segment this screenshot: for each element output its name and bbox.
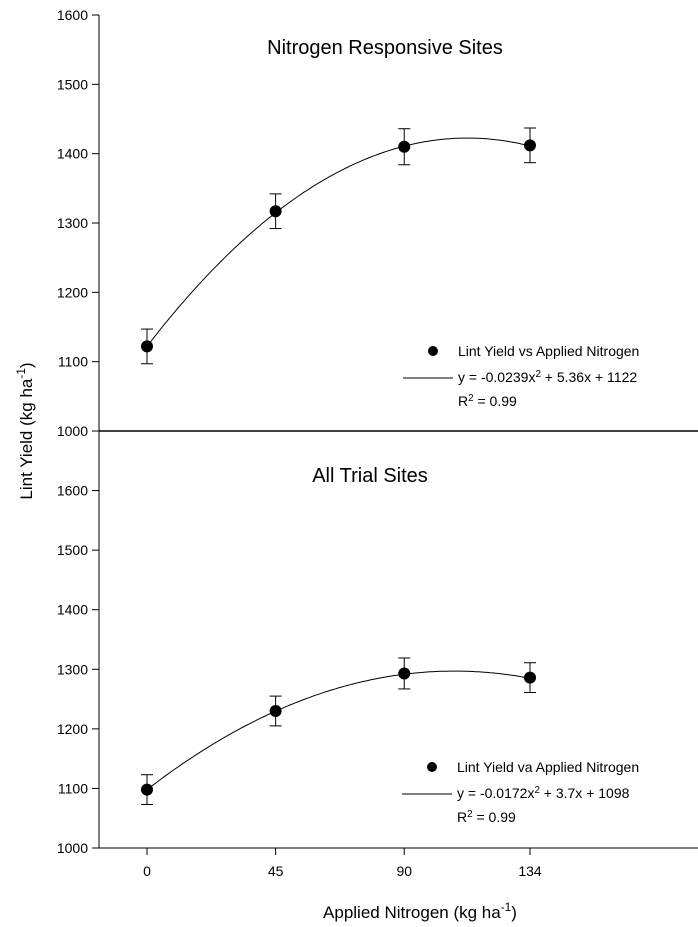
y-tick-label: 1000 — [57, 840, 88, 856]
data-point — [398, 140, 411, 153]
panel-2: 1000 1100 1200 1300 1400 1500 1600 All Trial Si… — [57, 465, 639, 856]
x-tick-label: 90 — [396, 863, 412, 879]
y-tick-label: 1300 — [57, 661, 88, 677]
legend-equation: y = -0.0239x2 + 5.36x + 1122 — [458, 369, 637, 386]
y-tick-label: 1600 — [57, 7, 88, 23]
y-tick-label: 1100 — [58, 780, 88, 796]
legend-marker — [427, 762, 437, 772]
fit-curve — [146, 670, 531, 790]
legend-series-label: Lint Yield va Applied Nitrogen — [457, 759, 639, 775]
data-point — [524, 139, 536, 152]
data-point — [269, 704, 282, 717]
legend-series-label: Lint Yield vs Applied Nitrogen — [458, 343, 639, 359]
x-axis-title: Applied Nitrogen (kg ha-1) — [323, 900, 517, 922]
data-point — [524, 671, 536, 684]
y-tick-label: 1600 — [57, 483, 88, 499]
y-tick-label: 1500 — [57, 76, 88, 92]
y-tick-label: 1400 — [57, 602, 88, 618]
legend-r2: R2 = 0.99 — [458, 393, 517, 410]
y-axis-title: Lint Yield (kg ha-1) — [14, 362, 36, 499]
data-point — [141, 340, 153, 353]
legend-equation: y = -0.0172x2 + 3.7x + 1098 — [457, 785, 630, 802]
data-point — [398, 667, 411, 680]
y-tick-label: 1300 — [57, 215, 88, 231]
x-tick-label: 45 — [268, 863, 284, 879]
legend-r2: R2 = 0.99 — [457, 809, 516, 826]
panel-title: Nitrogen Responsive Sites — [267, 37, 503, 59]
data-point — [269, 205, 282, 218]
legend-marker — [428, 346, 438, 356]
y-tick-label: 1200 — [57, 721, 88, 737]
x-tick-label: 134 — [518, 863, 542, 879]
panel-title: All Trial Sites — [312, 465, 428, 487]
y-tick-label: 1200 — [57, 284, 88, 300]
y-tick-label: 1400 — [57, 146, 88, 162]
y-tick-label: 1000 — [57, 423, 88, 439]
panel-1: 1000 1100 1200 1300 1400 1500 1600 Nitrogen Res… — [57, 7, 640, 439]
y-tick-label: 1500 — [57, 542, 88, 558]
x-tick-label: 0 — [143, 863, 151, 879]
fit-curve — [146, 137, 531, 347]
data-point — [141, 783, 153, 796]
y-tick-label: 1100 — [58, 354, 88, 370]
